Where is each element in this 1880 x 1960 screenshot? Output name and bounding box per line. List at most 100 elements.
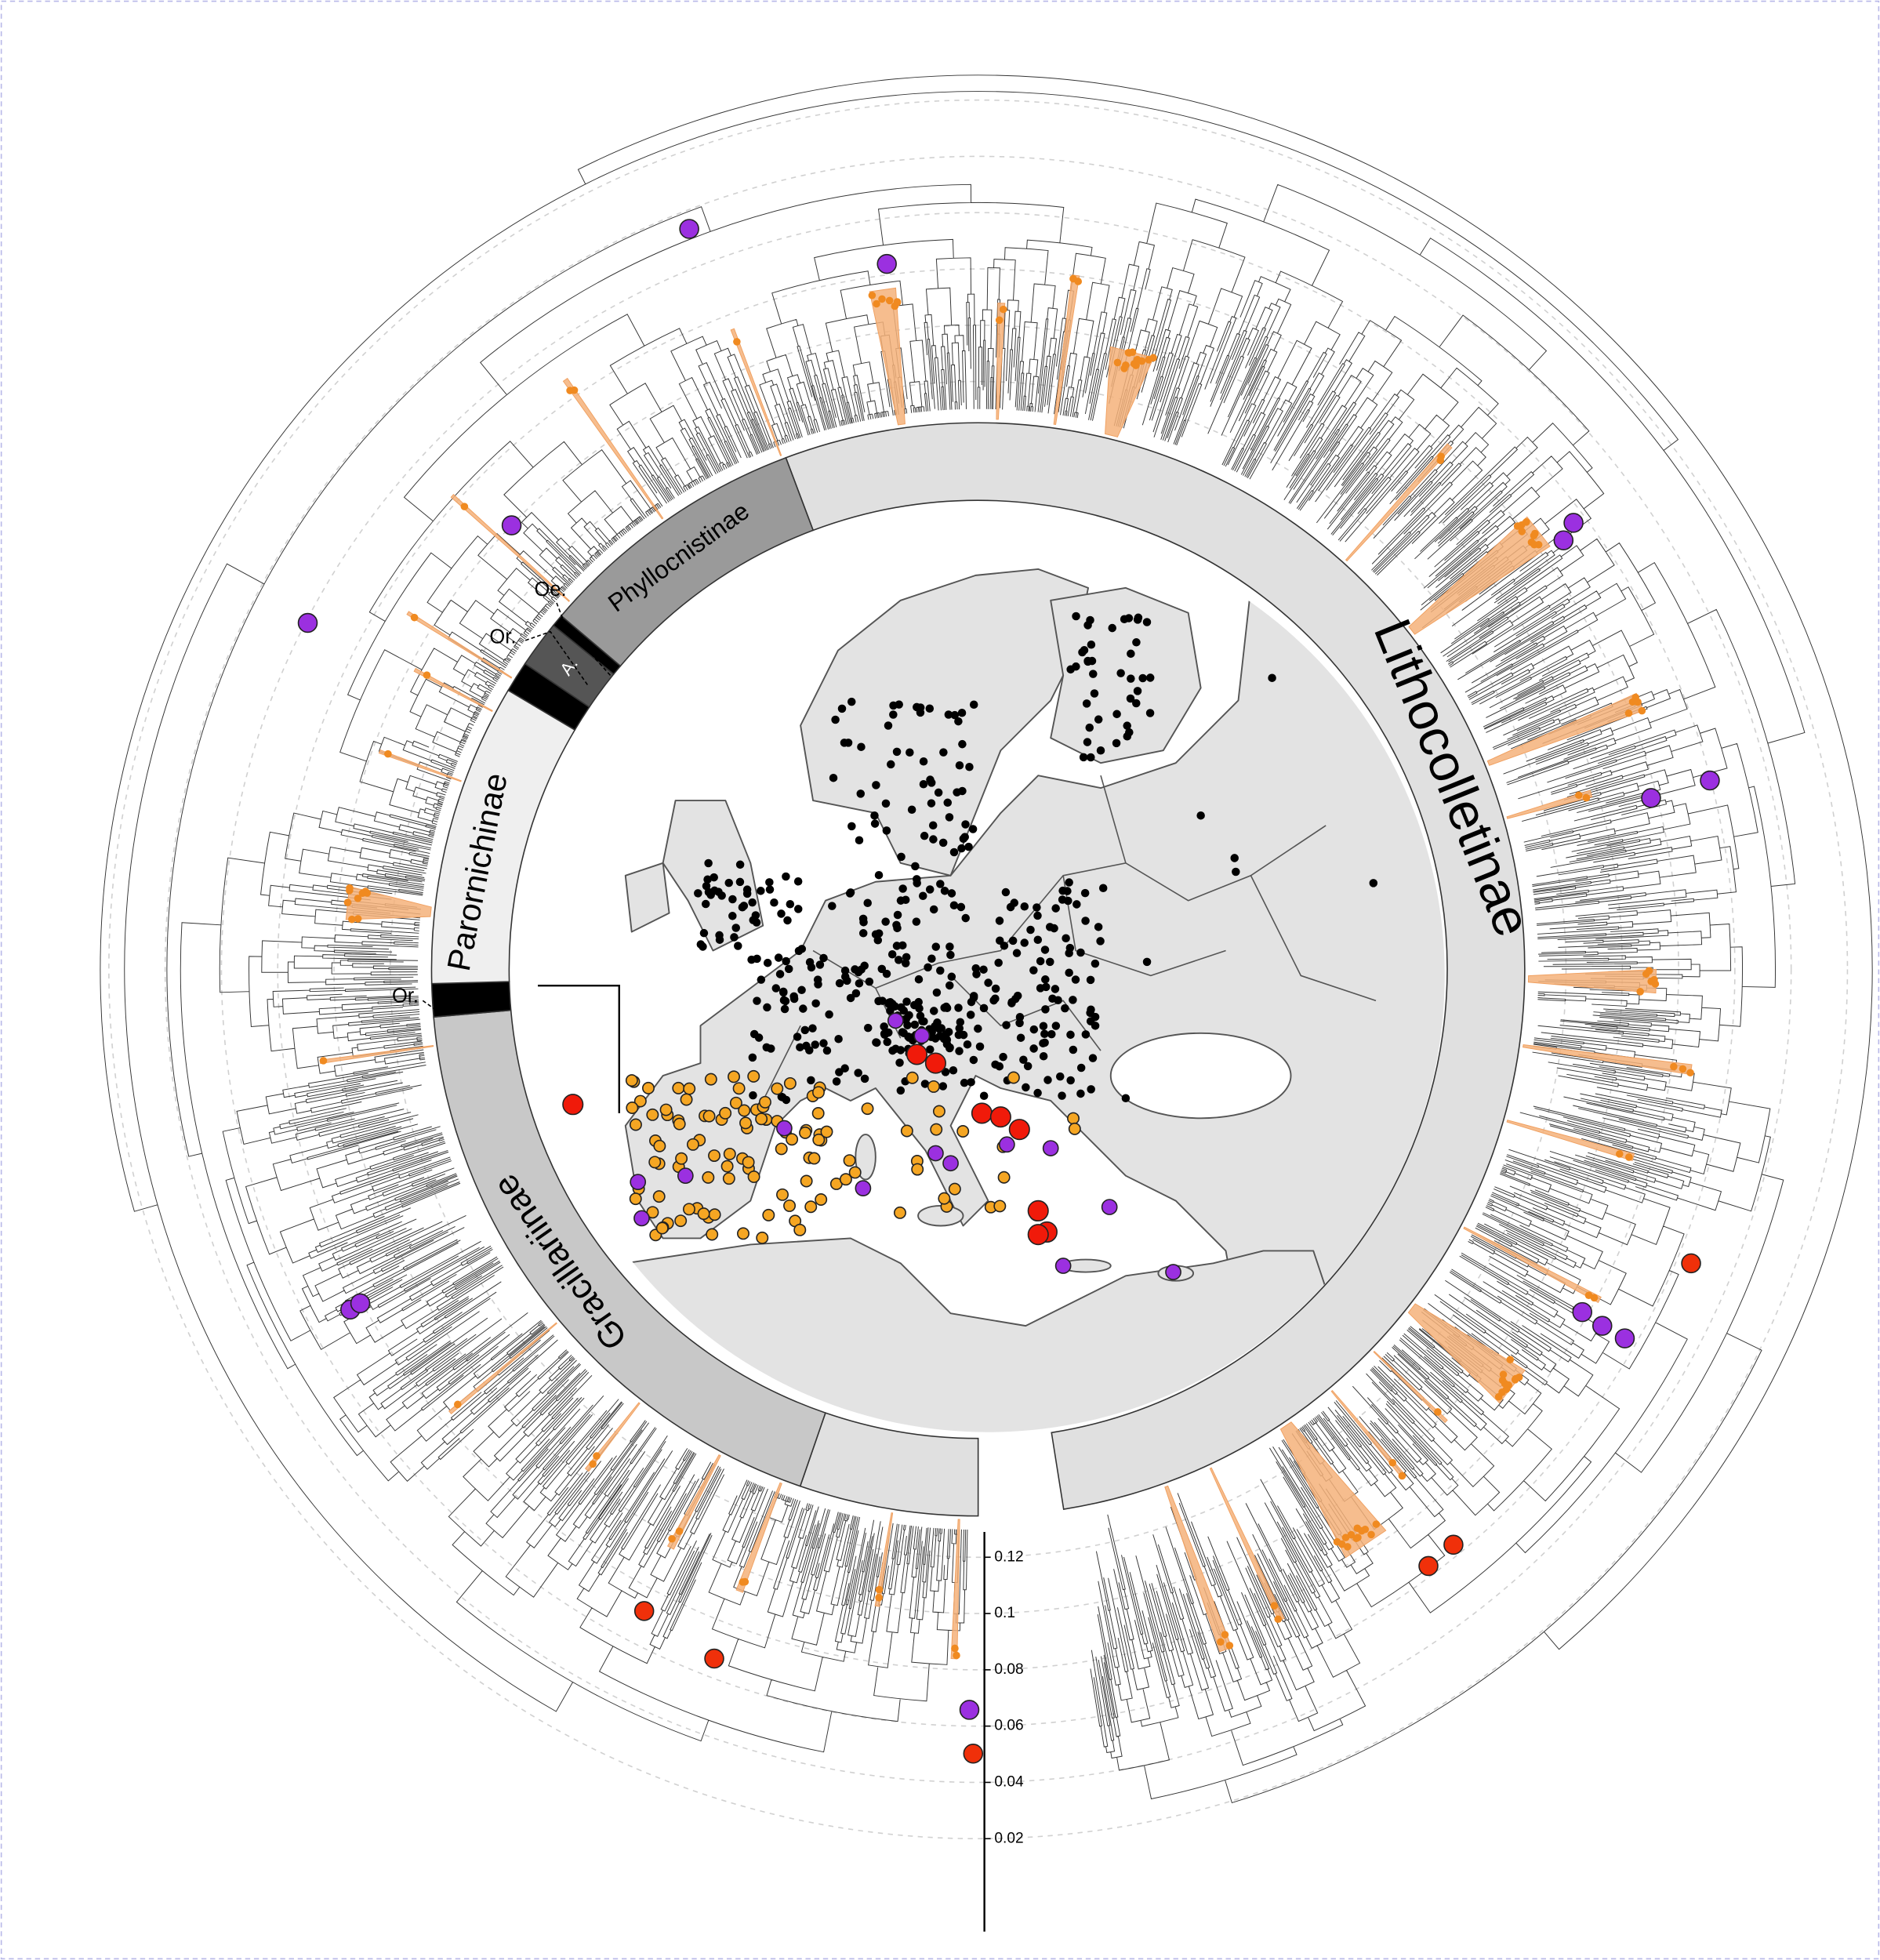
tip-dot xyxy=(1575,791,1583,800)
record xyxy=(753,954,761,964)
record xyxy=(1020,902,1029,911)
record xyxy=(857,965,866,974)
record xyxy=(1036,956,1045,966)
record xyxy=(895,956,903,964)
record xyxy=(807,963,816,972)
record xyxy=(874,870,884,880)
tip-dot xyxy=(343,898,352,906)
tip-purple xyxy=(1592,1316,1613,1336)
record-orange xyxy=(900,1124,913,1138)
host-band xyxy=(562,377,664,520)
record xyxy=(1116,669,1125,677)
record xyxy=(1081,1030,1091,1039)
ireland xyxy=(624,862,670,933)
tip-dot xyxy=(995,316,1004,325)
record xyxy=(1043,1076,1052,1084)
host-band xyxy=(1373,1350,1448,1424)
record xyxy=(728,912,737,920)
tip-dot xyxy=(363,889,372,897)
record xyxy=(811,999,820,1008)
record xyxy=(888,1046,897,1055)
record xyxy=(924,963,932,972)
record-orange xyxy=(625,1074,638,1087)
host-band xyxy=(1345,443,1453,562)
record xyxy=(757,975,766,984)
host-band xyxy=(869,287,906,426)
record xyxy=(984,978,993,987)
tip-dot xyxy=(1582,793,1591,802)
tip-purple xyxy=(959,1700,980,1720)
record xyxy=(763,1003,771,1012)
record xyxy=(1033,911,1042,920)
record xyxy=(927,799,936,808)
record-orange xyxy=(708,1208,721,1221)
tick-label: 0.04 xyxy=(994,1774,1024,1791)
record-orange xyxy=(756,1231,769,1244)
tip-dot xyxy=(1337,1540,1346,1548)
record xyxy=(1029,966,1038,975)
tip-purple xyxy=(876,253,897,274)
record xyxy=(964,842,973,851)
record xyxy=(972,970,981,978)
tip-dot xyxy=(1358,1526,1366,1535)
tip-dot xyxy=(1502,1385,1511,1393)
record xyxy=(901,959,910,967)
record xyxy=(1002,1021,1011,1029)
record-orange xyxy=(704,1073,717,1086)
host-band xyxy=(735,1482,782,1593)
record xyxy=(1019,1055,1028,1065)
record xyxy=(1022,1083,1030,1092)
record-orange xyxy=(861,1102,874,1116)
tip-purple xyxy=(1572,1301,1593,1323)
record xyxy=(1076,1063,1086,1073)
tree xyxy=(100,74,1873,1804)
record xyxy=(847,822,856,831)
record-orange xyxy=(738,1104,751,1117)
record xyxy=(1087,640,1096,649)
record-orange xyxy=(728,1070,740,1083)
record-orange xyxy=(997,1171,1011,1184)
record xyxy=(767,1044,775,1053)
record xyxy=(799,1004,808,1013)
record xyxy=(779,988,788,997)
record xyxy=(1048,994,1057,1004)
record xyxy=(857,742,866,751)
record xyxy=(979,1091,989,1100)
tip-dot xyxy=(460,503,469,510)
record xyxy=(1083,657,1092,666)
tip-dot xyxy=(1636,988,1644,996)
tip-dot xyxy=(675,1527,684,1535)
record xyxy=(969,1055,978,1065)
record xyxy=(920,831,929,840)
tip-dot xyxy=(1584,1291,1593,1300)
tip-dot xyxy=(1624,709,1633,717)
record xyxy=(825,1010,833,1019)
tip-red xyxy=(1681,1253,1701,1274)
record xyxy=(715,931,724,940)
record xyxy=(938,1082,948,1091)
host-band xyxy=(406,611,513,679)
tick-label: 0.12 xyxy=(994,1548,1023,1565)
black-sea xyxy=(1109,1032,1292,1120)
record xyxy=(1091,959,1100,968)
record-orange xyxy=(775,1142,788,1156)
tip-dot xyxy=(1270,1602,1279,1610)
record xyxy=(1041,982,1051,992)
record xyxy=(847,697,856,706)
record xyxy=(1091,1022,1100,1030)
record-red xyxy=(906,1044,928,1065)
record-orange xyxy=(948,1182,961,1196)
record xyxy=(1108,623,1116,633)
record xyxy=(896,1086,906,1095)
tip-red xyxy=(633,1601,655,1621)
record xyxy=(808,1024,817,1033)
record xyxy=(956,1018,965,1026)
record xyxy=(957,708,967,717)
record xyxy=(858,929,868,938)
record xyxy=(874,929,884,938)
tip-dot xyxy=(1344,1543,1352,1551)
tip-dot xyxy=(1679,1065,1687,1073)
tip-dot xyxy=(891,302,899,310)
record xyxy=(1065,878,1073,887)
tip-dot xyxy=(1124,348,1133,357)
